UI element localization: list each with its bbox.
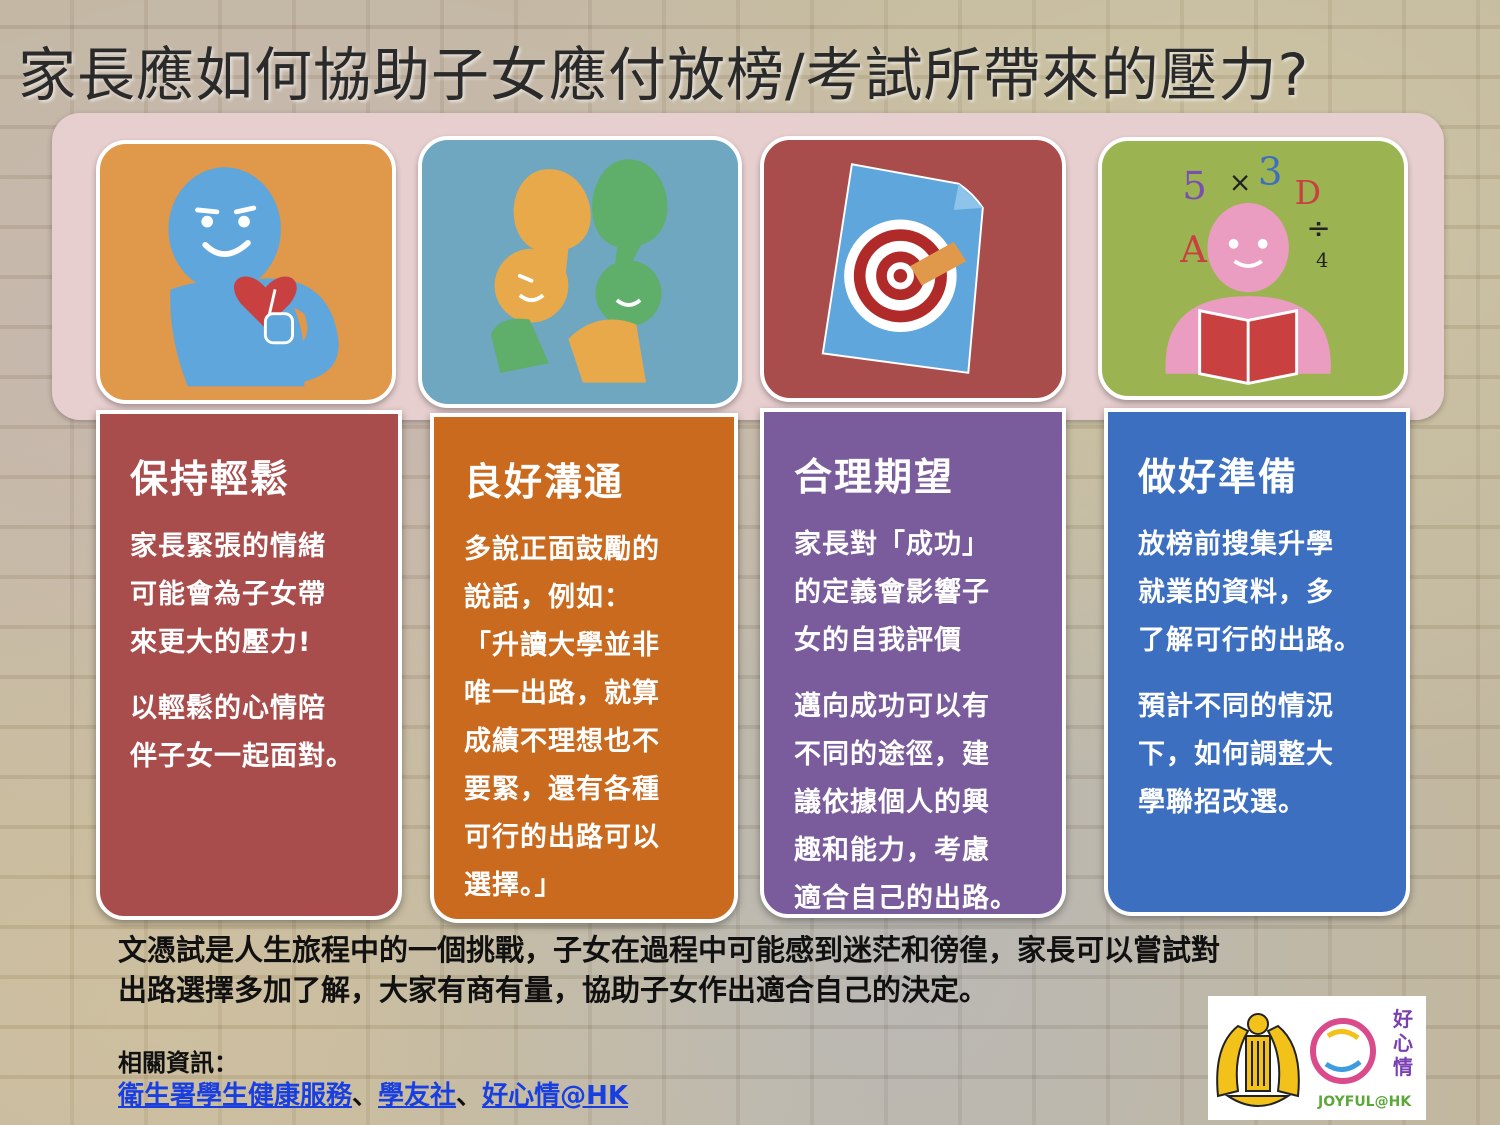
target-document-icon <box>821 163 984 374</box>
separator: 、 <box>352 1081 379 1111</box>
summary-text: 文憑試是人生旅程中的一個挑戰，子女在過程中可能感到迷茫和徬徨，家長可以嘗試對 出… <box>118 930 1408 1010</box>
card-line: 了解可行的出路。 <box>1138 625 1362 656</box>
digit-four: 4 <box>1316 249 1328 272</box>
card-line: 可能會為子女帶 <box>130 579 326 610</box>
resources-label: 相關資訊： <box>118 1049 238 1077</box>
card-line: 以輕鬆的心情陪 <box>130 693 326 724</box>
card-line: 下，如何調整大 <box>1138 739 1334 770</box>
card-line: 「升讀大學並非 <box>464 630 660 661</box>
joyful-char: 情 <box>1393 1055 1413 1079</box>
card-line: 女的自我評價 <box>794 625 962 656</box>
card-title: 良好溝通 <box>464 460 625 504</box>
letter-five: 5 <box>1182 164 1207 209</box>
summary-line: 文憑試是人生旅程中的一個挑戰，子女在過程中可能感到迷茫和徬徨，家長可以嘗試對 <box>118 933 1221 967</box>
card-line: 要緊，還有各種 <box>464 774 660 805</box>
card-line: 家長緊張的情緒 <box>130 531 326 562</box>
letter-a: A <box>1179 228 1207 271</box>
resource-links: 衛生署學生健康服務、學友社、好心情@HK <box>118 1075 628 1112</box>
card-line: 成績不理想也不 <box>464 726 660 757</box>
card-line: 多說正面鼓勵的 <box>464 534 660 565</box>
joyful-wordmark: JOYFUL@HK <box>1317 1094 1412 1110</box>
card-paragraph: 預計不同的情況 下，如何調整大 學聯招改選。 <box>1138 683 1386 827</box>
card-good-communication: 良好溝通 多說正面鼓勵的 說話，例如： 「升讀大學並非 唯一出路，就算 成績不理… <box>430 413 738 923</box>
card-keep-relaxed: 保持輕鬆 家長緊張的情緒 可能會為子女帶 來更大的壓力! 以輕鬆的心情陪 伴子女… <box>96 410 402 920</box>
joyful-char: 心 <box>1393 1031 1413 1055</box>
summary-line: 出路選擇多加了解，大家有商有量，協助子女作出適合自己的決定。 <box>118 973 989 1007</box>
card-paragraph: 家長對「成功」 的定義會影響子 女的自我評價 <box>794 521 1042 665</box>
card-line: 家長對「成功」 <box>794 529 990 560</box>
hok-yau-club-logo <box>1216 1013 1300 1107</box>
logos-svg: 好心情 JOYFUL@HK <box>1216 1007 1413 1110</box>
communication-icon-tile <box>418 136 742 408</box>
card-paragraph: 邁向成功可以有 不同的途徑，建 議依據個人的興 趣和能力，考慮 適合自己的出路。 <box>794 683 1042 923</box>
card-line: 就業的資料，多 <box>1138 577 1334 608</box>
link-student-health-service[interactable]: 衛生署學生健康服務 <box>118 1081 353 1111</box>
card-title: 合理期望 <box>794 455 955 499</box>
joyful-char-1: 好心情 <box>1392 1007 1413 1079</box>
card-line: 預計不同的情況 <box>1138 691 1334 722</box>
card-paragraph: 放榜前搜集升學 就業的資料，多 了解可行的出路。 <box>1138 521 1386 665</box>
preparation-icon-tile: 5 × 3 D A ÷ 4 <box>1098 137 1408 400</box>
card-line: 學聯招改選。 <box>1138 787 1306 818</box>
card-line: 邁向成功可以有 <box>794 691 990 722</box>
card-line: 適合自己的出路。 <box>794 883 1018 914</box>
card-line: 唯一出路，就算 <box>464 678 660 709</box>
letter-three: 3 <box>1258 150 1283 195</box>
letter-d: D <box>1295 173 1321 212</box>
card-line: 選擇。」 <box>464 870 563 901</box>
card-title: 做好準備 <box>1138 455 1299 499</box>
card-reasonable-expectation: 合理期望 家長對「成功」 的定義會影響子 女的自我評價 邁向成功可以有 不同的途… <box>760 408 1066 918</box>
card-line: 趣和能力，考慮 <box>794 835 990 866</box>
card-line: 說話，例如： <box>464 582 632 613</box>
card-line: 來更大的壓力! <box>130 627 312 658</box>
card-paragraph: 多說正面鼓勵的 說話，例如： 「升讀大學並非 唯一出路，就算 成績不理想也不 要… <box>464 526 714 910</box>
card-line: 可行的出路可以 <box>464 822 660 853</box>
card-line: 不同的途徑，建 <box>794 739 990 770</box>
card-paragraph: 以輕鬆的心情陪 伴子女一起面對。 <box>130 685 378 781</box>
joyful-char: 好 <box>1392 1007 1413 1031</box>
page-title: 家長應如何協助子女應付放榜/考試所帶來的壓力? <box>18 41 1310 109</box>
conversation-people-speech-bubbles-icon <box>490 159 668 383</box>
times-sign: × <box>1229 167 1252 198</box>
partner-logos: 好心情 JOYFUL@HK <box>1208 996 1426 1120</box>
link-hok-yau-club[interactable]: 學友社 <box>378 1081 457 1111</box>
link-joyful-hk[interactable]: 好心情@HK <box>482 1081 628 1111</box>
card-paragraph: 家長緊張的情緒 可能會為子女帶 來更大的壓力! <box>130 523 378 667</box>
card-line: 放榜前搜集升學 <box>1138 529 1334 560</box>
separator: 、 <box>456 1081 483 1111</box>
card-get-prepared: 做好準備 放榜前搜集升學 就業的資料，多 了解可行的出路。 預計不同的情況 下，… <box>1104 408 1410 916</box>
divide-sign: ÷ <box>1306 211 1330 245</box>
joyful-hk-logo: 好心情 JOYFUL@HK <box>1310 1007 1413 1110</box>
card-line: 議依據個人的興 <box>794 787 990 818</box>
smiling-person-heart-thumbs-up-icon <box>168 167 339 387</box>
card-line: 伴子女一起面對。 <box>130 741 354 772</box>
expectation-icon-tile <box>760 136 1066 402</box>
person-reading-book-icon: 5 × 3 D A ÷ 4 <box>1165 150 1331 385</box>
relax-icon-tile <box>96 140 396 404</box>
card-line: 的定義會影響子 <box>794 577 990 608</box>
card-title: 保持輕鬆 <box>130 457 291 501</box>
